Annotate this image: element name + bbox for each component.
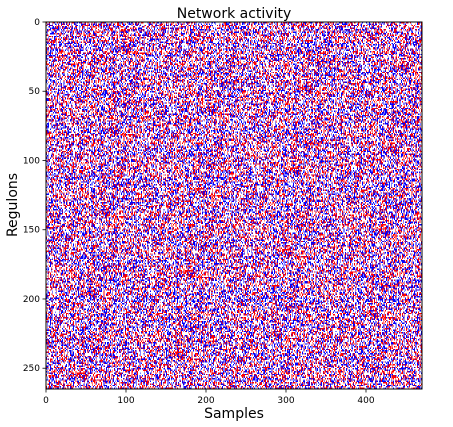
x-tick-label: 400 <box>357 396 374 406</box>
heatmap-image <box>46 22 422 389</box>
y-axis-ticks: 0 50 100 150 200 250 <box>23 18 46 374</box>
heatmap-cells <box>46 22 422 389</box>
x-tick-label: 300 <box>277 396 294 406</box>
chart-title: Network activity <box>177 6 292 22</box>
x-axis-ticks: 0 100 200 300 400 <box>43 389 375 406</box>
plot-frame <box>45 21 423 390</box>
y-tick-label: 100 <box>23 156 40 166</box>
x-tick-label: 0 <box>43 396 49 406</box>
y-tick-label: 250 <box>23 364 40 374</box>
y-axis-label: Regulons <box>5 173 21 237</box>
y-tick-label: 50 <box>29 87 41 97</box>
x-tick-label: 100 <box>117 396 134 406</box>
x-axis-label: Samples <box>204 406 264 422</box>
y-tick-label: 150 <box>23 226 40 236</box>
y-tick-label: 0 <box>34 18 40 28</box>
x-tick-label: 200 <box>197 396 214 406</box>
y-tick-label: 200 <box>23 295 40 305</box>
